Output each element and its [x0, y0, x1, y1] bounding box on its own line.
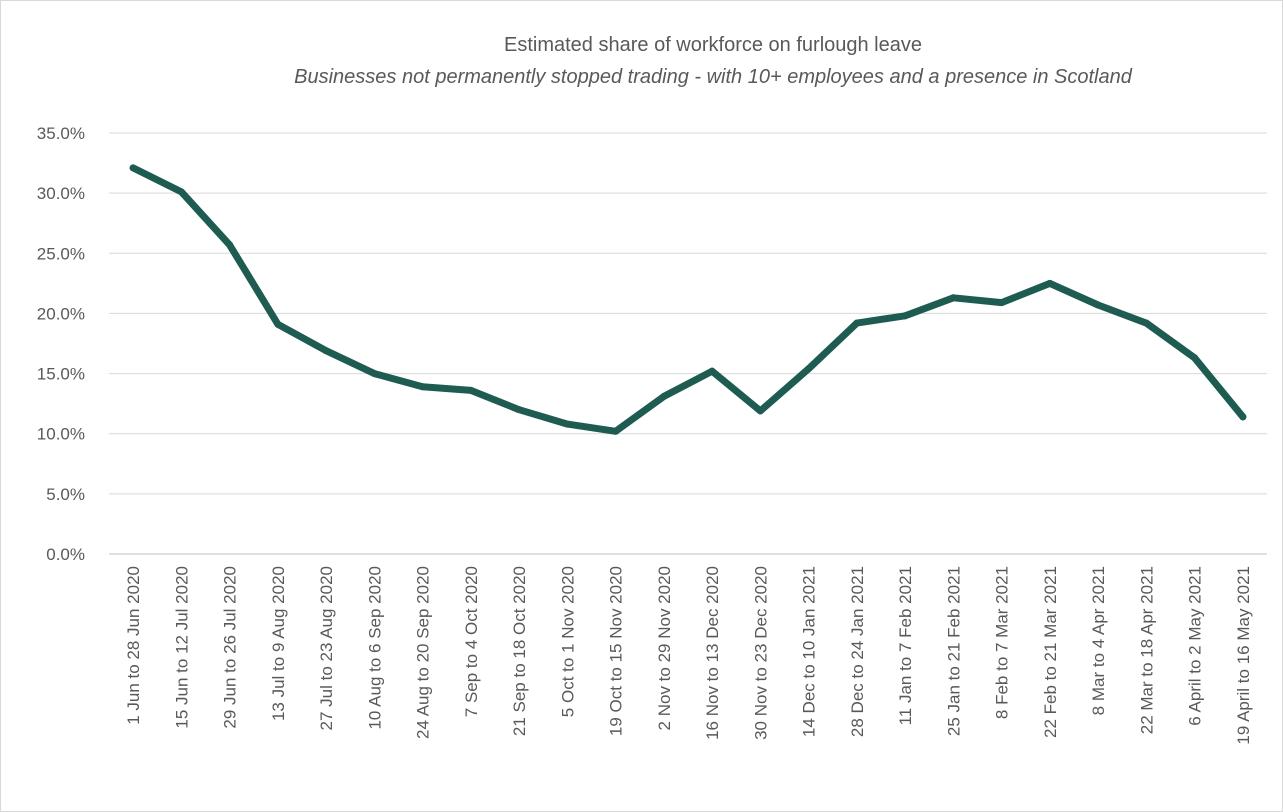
data-point [1239, 413, 1247, 421]
x-tick-label: 24 Aug to 20 Sep 2020 [414, 566, 433, 739]
x-tick-label: 22 Feb to 21 Mar 2021 [1041, 566, 1060, 738]
data-point [901, 312, 909, 320]
data-point [1191, 354, 1199, 362]
x-tick-label: 19 April to 16 May 2021 [1234, 566, 1253, 745]
data-point [708, 367, 716, 375]
y-tick-label: 0.0% [46, 545, 85, 564]
data-point [370, 370, 378, 378]
furlough-share-line [129, 164, 1247, 435]
x-tick-label: 29 Jun to 26 Jul 2020 [221, 566, 240, 729]
x-tick-label: 30 Nov to 23 Dec 2020 [751, 566, 770, 740]
data-point [177, 188, 185, 196]
x-tick-label: 16 Nov to 13 Dec 2020 [703, 566, 722, 740]
data-point [1046, 279, 1054, 287]
x-tick-label: 15 Jun to 12 Jul 2020 [172, 566, 191, 729]
series-line-group [129, 164, 1247, 435]
x-tick-label: 21 Sep to 18 Oct 2020 [510, 566, 529, 736]
data-point [612, 427, 620, 435]
data-point [1142, 319, 1150, 327]
x-tick-label: 19 Oct to 15 Nov 2020 [607, 566, 626, 736]
y-tick-label: 15.0% [37, 365, 85, 384]
x-tick-label: 13 Jul to 9 Aug 2020 [269, 566, 288, 721]
y-tick-label: 30.0% [37, 184, 85, 203]
gridlines [109, 132, 1267, 555]
x-tick-label: 6 April to 2 May 2021 [1186, 566, 1205, 726]
x-tick-label: 11 Jan to 7 Feb 2021 [896, 566, 915, 725]
data-point [129, 164, 137, 172]
y-tick-label: 10.0% [37, 425, 85, 444]
y-tick-label: 25.0% [37, 244, 85, 263]
chart-title: Estimated share of workforce on furlough… [504, 34, 922, 56]
y-tick-label: 35.0% [37, 124, 85, 143]
data-point [274, 320, 282, 328]
data-point [660, 392, 668, 400]
x-tick-label: 27 Jul to 23 Aug 2020 [317, 566, 336, 730]
data-point [226, 241, 234, 249]
x-tick-label: 25 Jan to 21 Feb 2021 [944, 566, 963, 736]
x-tick-label: 8 Feb to 7 Mar 2021 [993, 566, 1012, 719]
x-tick-label: 14 Dec to 10 Jan 2021 [800, 566, 819, 737]
data-point [467, 386, 475, 394]
data-point [515, 406, 523, 414]
data-point [1094, 301, 1102, 309]
chart-subtitle: Businesses not permanently stopped tradi… [294, 66, 1133, 88]
data-point [949, 294, 957, 302]
data-point [419, 383, 427, 391]
x-tick-label: 22 Mar to 18 Apr 2021 [1137, 566, 1156, 734]
data-point [805, 365, 813, 373]
data-point [756, 407, 764, 415]
x-tick-label: 2 Nov to 29 Nov 2020 [655, 566, 674, 730]
x-tick-label: 1 Jun to 28 Jun 2020 [124, 566, 143, 725]
x-axis-tick-labels: 1 Jun to 28 Jun 2020 15 Jun to 12 Jul 202… [124, 566, 1253, 745]
y-tick-label: 20.0% [37, 304, 85, 323]
data-point [853, 319, 861, 327]
y-tick-label: 5.0% [46, 485, 85, 504]
data-point [998, 299, 1006, 307]
x-tick-label: 5 Oct to 1 Nov 2020 [558, 566, 577, 717]
x-tick-label: 8 Mar to 4 Apr 2021 [1089, 566, 1108, 715]
y-axis-tick-labels: 0.0% 5.0% 10.0% 15.0% 20.0% 25.0% 30.0% 35.0% [37, 124, 85, 564]
data-point [322, 347, 330, 355]
x-tick-label: 28 Dec to 24 Jan 2021 [848, 566, 867, 737]
data-point [563, 420, 571, 428]
x-tick-label: 10 Aug to 6 Sep 2020 [365, 566, 384, 730]
x-tick-label: 7 Sep to 4 Oct 2020 [462, 566, 481, 717]
